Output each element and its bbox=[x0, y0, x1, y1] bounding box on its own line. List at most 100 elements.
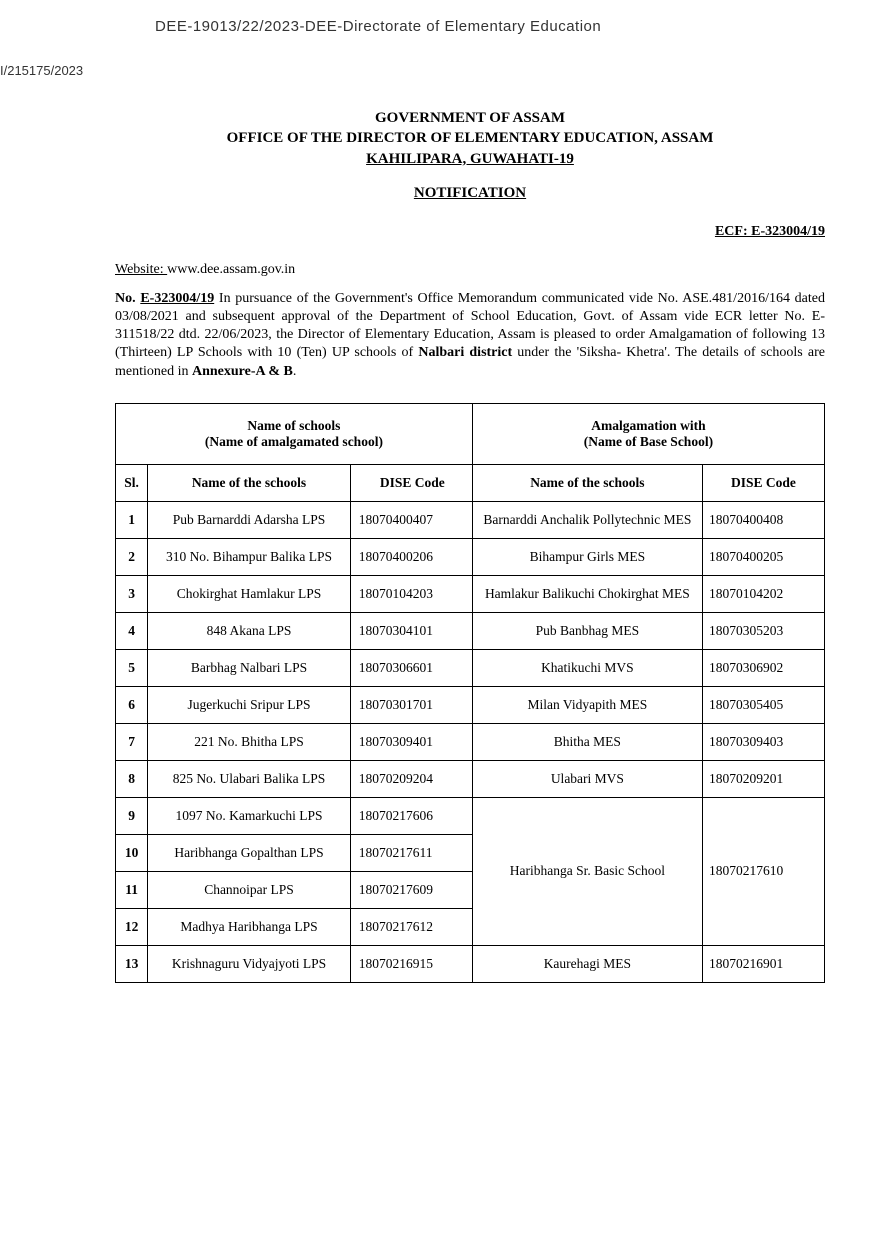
cell-dise: 18070309401 bbox=[350, 723, 472, 760]
cell-dise: 18070301701 bbox=[350, 686, 472, 723]
header-right-line1: Amalgamation with (Name of Base School) bbox=[584, 418, 713, 449]
cell-name: 221 No. Bhitha LPS bbox=[148, 723, 351, 760]
cell-name: Barbhag Nalbari LPS bbox=[148, 649, 351, 686]
gov-header: GOVERNMENT OF ASSAM OFFICE OF THE DIRECT… bbox=[115, 108, 825, 169]
body-text-3: . bbox=[293, 364, 297, 379]
amalgamation-table: Name of schools (Name of amalgamated sch… bbox=[115, 403, 825, 983]
cell-dise: 18070217611 bbox=[350, 834, 472, 871]
cell-name: Haribhanga Gopalthan LPS bbox=[148, 834, 351, 871]
cell-dise2: 18070305203 bbox=[702, 612, 824, 649]
header-right: Amalgamation with (Name of Base School) bbox=[472, 403, 824, 464]
col-header-name2: Name of the schools bbox=[472, 464, 702, 501]
table-row: 3Chokirghat Hamlakur LPS18070104203Hamla… bbox=[116, 575, 825, 612]
cell-sl: 9 bbox=[116, 797, 148, 834]
website-value: www.dee.assam.gov.in bbox=[167, 262, 295, 277]
cell-name: Jugerkuchi Sripur LPS bbox=[148, 686, 351, 723]
body-text: No. E-323004/19 In pursuance of the Gove… bbox=[115, 290, 825, 381]
col-header-sl: Sl. bbox=[116, 464, 148, 501]
cell-dise2: 18070209201 bbox=[702, 760, 824, 797]
table-row: 91097 No. Kamarkuchi LPS18070217606Harib… bbox=[116, 797, 825, 834]
cell-sl: 1 bbox=[116, 501, 148, 538]
ecf-line: ECF: E-323004/19 bbox=[115, 224, 825, 240]
table-row: 2310 No. Bihampur Balika LPS18070400206B… bbox=[116, 538, 825, 575]
cell-dise2: 18070400205 bbox=[702, 538, 824, 575]
cell-name: 1097 No. Kamarkuchi LPS bbox=[148, 797, 351, 834]
cell-name2: Bhitha MES bbox=[472, 723, 702, 760]
cell-sl: 5 bbox=[116, 649, 148, 686]
cell-dise: 18070400206 bbox=[350, 538, 472, 575]
cell-name2: Bihampur Girls MES bbox=[472, 538, 702, 575]
cell-name2: Ulabari MVS bbox=[472, 760, 702, 797]
cell-dise: 18070209204 bbox=[350, 760, 472, 797]
cell-sl: 7 bbox=[116, 723, 148, 760]
table-row: 13Krishnaguru Vidyajyoti LPS18070216915K… bbox=[116, 945, 825, 982]
cell-sl: 12 bbox=[116, 908, 148, 945]
district-name: Nalbari district bbox=[418, 345, 512, 360]
table-header-row-2: Sl. Name of the schools DISE Code Name o… bbox=[116, 464, 825, 501]
no-value: E-323004/19 bbox=[140, 291, 214, 306]
cell-sl: 8 bbox=[116, 760, 148, 797]
website-label: Website: bbox=[115, 262, 167, 277]
cell-dise: 18070400407 bbox=[350, 501, 472, 538]
col-header-dise: DISE Code bbox=[350, 464, 472, 501]
cell-sl: 10 bbox=[116, 834, 148, 871]
cell-sl: 4 bbox=[116, 612, 148, 649]
table-row: 4848 Akana LPS18070304101Pub Banbhag MES… bbox=[116, 612, 825, 649]
cell-dise: 18070306601 bbox=[350, 649, 472, 686]
header-left: Name of schools (Name of amalgamated sch… bbox=[116, 403, 473, 464]
table-row: 5Barbhag Nalbari LPS18070306601Khatikuch… bbox=[116, 649, 825, 686]
ref-number: I/215175/2023 bbox=[0, 35, 880, 78]
cell-sl: 6 bbox=[116, 686, 148, 723]
cell-dise: 18070217609 bbox=[350, 871, 472, 908]
top-header: DEE-19013/22/2023-DEE-Directorate of Ele… bbox=[0, 0, 880, 35]
cell-dise: 18070104203 bbox=[350, 575, 472, 612]
table-header-row-1: Name of schools (Name of amalgamated sch… bbox=[116, 403, 825, 464]
cell-dise2: 18070309403 bbox=[702, 723, 824, 760]
content-area: GOVERNMENT OF ASSAM OFFICE OF THE DIRECT… bbox=[0, 78, 880, 983]
cell-name2: Barnarddi Anchalik Pollytechnic MES bbox=[472, 501, 702, 538]
cell-name: Pub Barnarddi Adarsha LPS bbox=[148, 501, 351, 538]
cell-name2: Khatikuchi MVS bbox=[472, 649, 702, 686]
table-row: 8825 No. Ulabari Balika LPS18070209204Ul… bbox=[116, 760, 825, 797]
cell-name2: Haribhanga Sr. Basic School bbox=[472, 797, 702, 945]
header-left-line1: Name of schools (Name of amalgamated sch… bbox=[205, 418, 383, 449]
cell-name: 848 Akana LPS bbox=[148, 612, 351, 649]
website-line: Website: www.dee.assam.gov.in bbox=[115, 262, 825, 278]
col-header-dise2: DISE Code bbox=[702, 464, 824, 501]
cell-dise: 18070217612 bbox=[350, 908, 472, 945]
cell-dise: 18070217606 bbox=[350, 797, 472, 834]
table-body: 1Pub Barnarddi Adarsha LPS18070400407Bar… bbox=[116, 501, 825, 982]
table-row: 1Pub Barnarddi Adarsha LPS18070400407Bar… bbox=[116, 501, 825, 538]
table-row: 7221 No. Bhitha LPS18070309401Bhitha MES… bbox=[116, 723, 825, 760]
gov-header-line3: KAHILIPARA, GUWAHATI-19 bbox=[115, 149, 825, 169]
cell-name: Krishnaguru Vidyajyoti LPS bbox=[148, 945, 351, 982]
cell-sl: 13 bbox=[116, 945, 148, 982]
cell-sl: 3 bbox=[116, 575, 148, 612]
cell-name: 310 No. Bihampur Balika LPS bbox=[148, 538, 351, 575]
gov-header-line1: GOVERNMENT OF ASSAM bbox=[115, 108, 825, 128]
cell-dise2: 18070104202 bbox=[702, 575, 824, 612]
cell-dise2: 18070306902 bbox=[702, 649, 824, 686]
cell-dise2: 18070216901 bbox=[702, 945, 824, 982]
cell-name: Madhya Haribhanga LPS bbox=[148, 908, 351, 945]
gov-header-line2: OFFICE OF THE DIRECTOR OF ELEMENTARY EDU… bbox=[115, 128, 825, 148]
cell-sl: 2 bbox=[116, 538, 148, 575]
cell-dise2: 18070217610 bbox=[702, 797, 824, 945]
cell-name2: Pub Banbhag MES bbox=[472, 612, 702, 649]
cell-dise2: 18070400408 bbox=[702, 501, 824, 538]
cell-name2: Milan Vidyapith MES bbox=[472, 686, 702, 723]
notification-title: NOTIFICATION bbox=[115, 185, 825, 202]
cell-name: Channoipar LPS bbox=[148, 871, 351, 908]
table-row: 6Jugerkuchi Sripur LPS18070301701Milan V… bbox=[116, 686, 825, 723]
col-header-name: Name of the schools bbox=[148, 464, 351, 501]
cell-name2: Kaurehagi MES bbox=[472, 945, 702, 982]
cell-name: 825 No. Ulabari Balika LPS bbox=[148, 760, 351, 797]
no-label: No. bbox=[115, 291, 140, 306]
annexure-ref: Annexure-A & B bbox=[192, 364, 293, 379]
cell-dise: 18070304101 bbox=[350, 612, 472, 649]
cell-name: Chokirghat Hamlakur LPS bbox=[148, 575, 351, 612]
cell-dise: 18070216915 bbox=[350, 945, 472, 982]
cell-sl: 11 bbox=[116, 871, 148, 908]
cell-dise2: 18070305405 bbox=[702, 686, 824, 723]
cell-name2: Hamlakur Balikuchi Chokirghat MES bbox=[472, 575, 702, 612]
